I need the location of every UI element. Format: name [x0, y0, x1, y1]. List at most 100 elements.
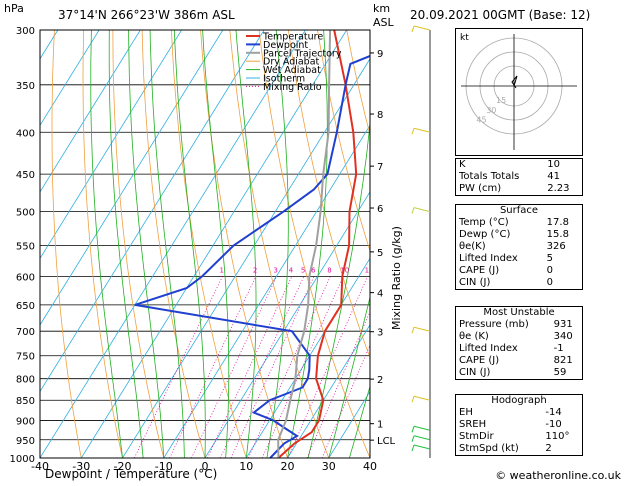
most-unstable-row: Pressure (mb) 931	[456, 319, 583, 331]
wet-adiabat	[149, 30, 185, 458]
isotherm	[0, 30, 17, 458]
wet-adiabat	[108, 30, 144, 458]
hodograph-trace	[511, 75, 518, 89]
hodograph-table-row: StmDir 110°	[456, 431, 583, 443]
row-label: K	[459, 159, 466, 170]
surface-table: Surface Temp (°C) 17.8 Dewp (°C) 15.8 θe(K) 32…	[455, 204, 583, 290]
row-value: 41	[547, 171, 560, 182]
legend-entry: Wet Adiabat	[263, 65, 321, 76]
dry-adiabat	[610, 30, 629, 458]
pressure-tick-label: 950	[16, 436, 35, 447]
surface-row: Dewp (°C) 15.8	[456, 229, 583, 241]
temperature-tick-label: 40	[363, 460, 377, 473]
km-tick-label: 7	[377, 162, 383, 173]
mixing-ratio-label: 4	[289, 266, 294, 274]
hodograph-ring-label: 45	[476, 116, 486, 125]
indices-row: Totals Totals 41	[456, 171, 583, 183]
wind-barb	[413, 25, 431, 31]
row-label: SREH	[459, 419, 487, 430]
legend-entry: Temperature	[262, 32, 323, 43]
km-tick-label: 3	[377, 328, 383, 339]
mixing-ratio-line	[230, 276, 315, 458]
mixing-ratio-line	[191, 276, 277, 458]
isotherm	[245, 257, 370, 458]
dry-adiabat	[112, 30, 165, 458]
indices-row: K 10	[456, 159, 583, 172]
isotherm	[287, 324, 370, 458]
legend-entry: Isotherm	[263, 74, 305, 85]
temperature-tick-label: 10	[239, 460, 253, 473]
temperature-tick-label: 30	[322, 460, 336, 473]
temperature-tick-label: -10	[155, 460, 173, 473]
dry-adiabat	[258, 30, 370, 458]
wet-adiabat	[349, 384, 370, 458]
wind-barb-flag	[411, 444, 415, 452]
wind-barb	[413, 444, 431, 450]
mixing-ratio-line	[321, 343, 370, 458]
asl-label: ASL	[373, 16, 394, 29]
mixing-ratio-label: 6	[311, 266, 316, 274]
hodograph-table-row: EH -14	[456, 407, 583, 419]
mixing-ratio-line	[207, 276, 293, 458]
row-label: θe(K)	[459, 241, 486, 252]
dewpoint-line	[134, 54, 370, 458]
pressure-tick-label: 750	[16, 352, 35, 363]
mixing-ratio-label: 15	[365, 266, 374, 274]
row-value: 326	[546, 241, 566, 252]
mixing-ratio-line	[287, 276, 368, 458]
wet-adiabat	[235, 30, 257, 458]
row-label: θe (K)	[459, 331, 489, 342]
pressure-tick-label: 1000	[10, 454, 35, 465]
isotherm	[40, 30, 100, 127]
row-label: Lifted Index	[459, 253, 518, 264]
wind-barb	[413, 326, 431, 332]
isotherm	[80, 30, 347, 458]
row-label: CAPE (J)	[459, 265, 500, 276]
surface-row: CIN (J) 0	[456, 277, 583, 290]
pressure-tick-label: 350	[16, 81, 35, 92]
km-label: km	[373, 2, 391, 15]
wind-barb-flag	[411, 435, 415, 442]
legend-entry: Mixing Ratio	[263, 82, 322, 93]
mixing-ratio-label: 2	[253, 266, 257, 274]
most-unstable-table: Most Unstable Pressure (mb) 931 θe (K) 340 Li…	[455, 306, 583, 380]
row-label: CAPE (J)	[459, 355, 500, 366]
row-label: Pressure (mb)	[459, 319, 529, 330]
mixing-ratio-line	[306, 310, 370, 458]
most-unstable-row: Lifted Index -1	[456, 343, 583, 355]
hodograph-ring-label: 15	[496, 96, 506, 105]
row-label: Lifted Index	[459, 343, 518, 354]
wet-adiabat	[328, 295, 370, 458]
isotherm	[40, 30, 182, 260]
row-value: 59	[553, 367, 567, 378]
wind-barb	[413, 425, 431, 431]
row-label: Dewp (°C)	[459, 229, 511, 240]
hodograph-unit: kt	[460, 33, 469, 43]
row-value: -14	[545, 407, 562, 418]
wind-barb	[413, 207, 431, 213]
wind-barb-flag	[411, 25, 415, 33]
row-label: Temp (°C)	[459, 217, 509, 228]
dry-adiabat	[82, 30, 123, 458]
hodograph-table: Hodograph EH -14 SREH -10 StmDir 110° StmSpd (k…	[455, 394, 583, 456]
row-value: 931	[553, 319, 573, 330]
row-value: -1	[553, 343, 564, 354]
pressure-tick-label: 850	[16, 396, 35, 407]
temperature-tick-label: -40	[31, 460, 49, 473]
wind-barb-flag	[411, 396, 415, 403]
parcel-trajectory-line	[277, 30, 332, 458]
km-tick-label: 4	[377, 289, 383, 300]
mixing-ratio-line	[169, 276, 257, 458]
plot-frame	[39, 29, 371, 459]
temperature-line	[277, 30, 358, 458]
row-value: 2	[545, 443, 552, 454]
km-tick-label: 2	[377, 375, 383, 386]
row-value: 2.23	[547, 183, 570, 194]
hodograph-table-row: StmSpd (kt) 2	[456, 443, 583, 456]
km-tick-label: 1	[377, 420, 383, 431]
wind-barb	[413, 435, 431, 441]
surface-row: CAPE (J) 0	[456, 265, 583, 277]
most-unstable-row: CAPE (J) 821	[456, 355, 583, 367]
